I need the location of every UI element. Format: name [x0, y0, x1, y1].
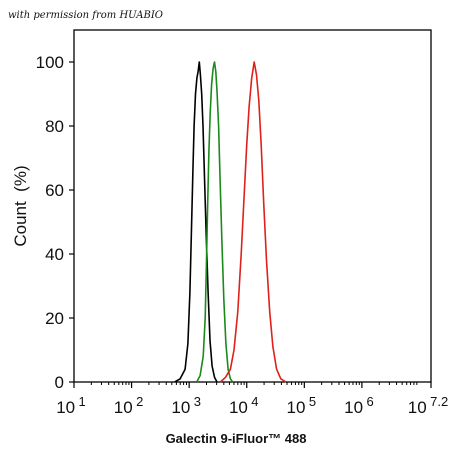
y-axis-label: Count (%)	[11, 165, 30, 246]
y-axis: 0 20 40 60 80 100	[36, 53, 74, 392]
x-tick-label: 10 7.2	[408, 394, 448, 417]
x-tick-label: 10 1	[56, 394, 86, 417]
x-tick-label: 10 6	[344, 394, 374, 417]
y-tick-label: 40	[45, 245, 64, 264]
histogram-series-2	[195, 61, 234, 383]
y-tick-label: 100	[36, 53, 64, 72]
x-axis-label: Galectin 9-iFluor™ 488	[166, 431, 307, 446]
y-tick-label: 0	[55, 373, 64, 392]
credit-text: with permission from HUABIO	[8, 10, 163, 21]
y-tick-label: 20	[45, 309, 64, 328]
histogram-series-3	[219, 61, 287, 383]
x-tick-label: 10 5	[287, 394, 317, 417]
y-tick-label: 60	[45, 181, 64, 200]
x-tick-label: 10 3	[171, 394, 201, 417]
y-tick-label: 80	[45, 117, 64, 136]
x-tick-label: 10 4	[229, 394, 259, 417]
x-tick-label: 10 2	[114, 394, 144, 417]
curves-layer	[174, 61, 287, 383]
histogram-series-1	[174, 61, 218, 383]
x-axis: 10 1 10 2 10 3 10 4 10 5 10 6 10 7.2	[56, 382, 448, 417]
plot-frame	[73, 29, 432, 383]
